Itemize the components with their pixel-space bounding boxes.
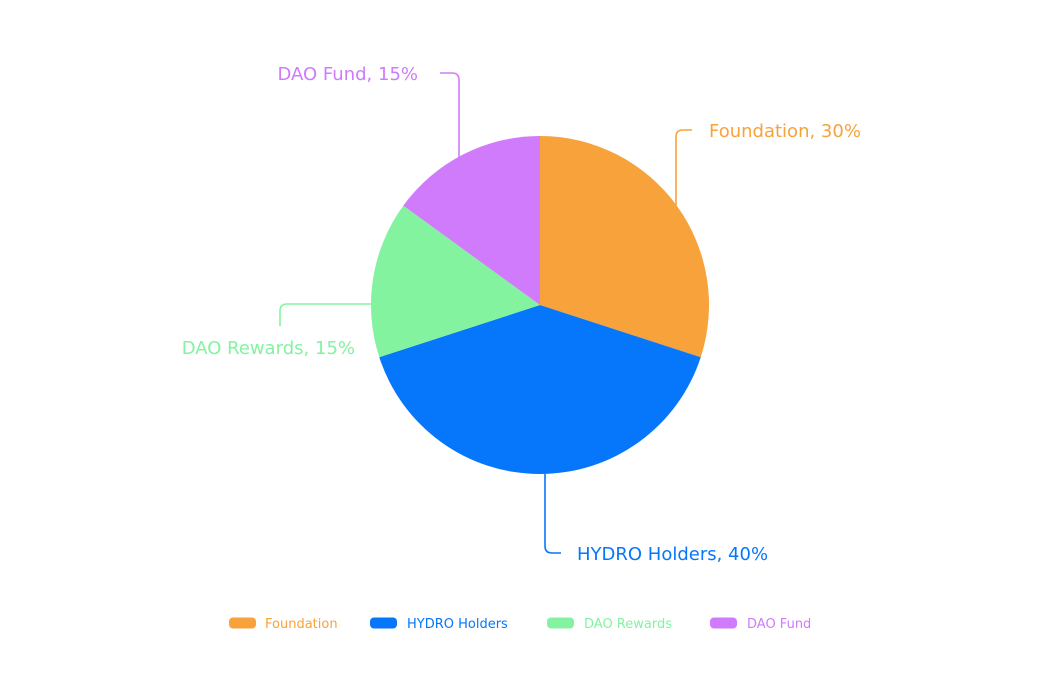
leader-line-dao-rewards xyxy=(279,303,372,326)
pie-slice-hydro-holders xyxy=(379,305,701,475)
slice-label-foundation: Foundation, 30% xyxy=(709,121,861,142)
legend-label-dao-rewards: DAO Rewards xyxy=(584,617,672,632)
leader-line-hydro-holders xyxy=(544,474,561,554)
leader-line-foundation xyxy=(675,129,692,205)
legend-swatch-hydro-holders xyxy=(370,617,397,629)
pie-slice-foundation xyxy=(540,136,710,358)
legend-swatch-dao-rewards xyxy=(547,617,574,629)
slice-labels: Foundation, 30% HYDRO Holders, 40% DAO Rew… xyxy=(182,64,861,565)
legend-swatch-dao-fund xyxy=(710,617,737,629)
legend: Foundation HYDRO Holders DAO Rewards DAO Fu… xyxy=(229,617,811,632)
slice-label-dao-fund: DAO Fund, 15% xyxy=(278,64,419,85)
slice-label-dao-rewards: DAO Rewards, 15% xyxy=(182,338,355,359)
pie-slices xyxy=(371,136,710,475)
legend-label-hydro-holders: HYDRO Holders xyxy=(407,617,508,632)
pie-slice-dao-rewards xyxy=(371,205,540,358)
pie-slice-dao-fund xyxy=(403,136,540,305)
legend-label-foundation: Foundation xyxy=(265,617,338,632)
leader-line-dao-fund xyxy=(440,72,460,160)
slice-label-hydro-holders: HYDRO Holders, 40% xyxy=(577,544,768,565)
label-leader-lines xyxy=(279,72,692,554)
legend-label-dao-fund: DAO Fund xyxy=(747,617,811,632)
legend-swatch-foundation xyxy=(229,617,256,629)
